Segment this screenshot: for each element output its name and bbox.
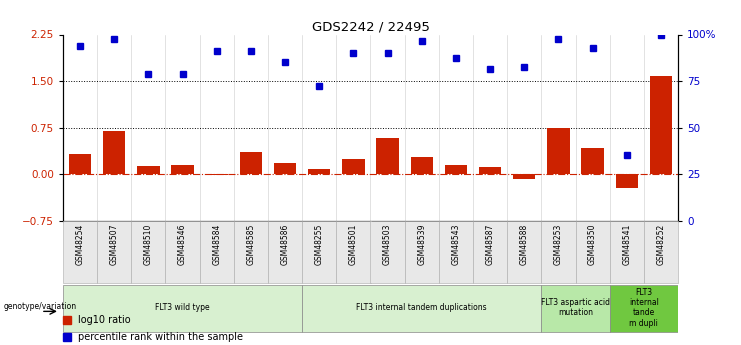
Bar <box>199 221 234 283</box>
Bar <box>103 131 125 174</box>
Bar <box>165 221 199 283</box>
Text: GSM48586: GSM48586 <box>281 224 290 265</box>
Bar <box>445 165 467 174</box>
Text: GSM48539: GSM48539 <box>417 224 426 265</box>
Text: GSM48541: GSM48541 <box>622 224 631 265</box>
Bar <box>268 221 302 283</box>
Bar <box>302 221 336 283</box>
Text: FLT3 wild type: FLT3 wild type <box>156 303 210 312</box>
Text: GSM48252: GSM48252 <box>657 224 665 265</box>
Bar <box>131 221 165 283</box>
Bar <box>137 166 159 174</box>
Bar <box>342 159 365 174</box>
Bar <box>582 148 604 174</box>
Bar <box>507 221 542 283</box>
Text: FLT3
internal
tande
m dupli: FLT3 internal tande m dupli <box>629 288 659 328</box>
Bar <box>610 286 678 332</box>
Bar <box>274 163 296 174</box>
Bar <box>63 221 97 283</box>
Bar <box>97 221 131 283</box>
Text: GSM48350: GSM48350 <box>588 224 597 265</box>
Title: GDS2242 / 22495: GDS2242 / 22495 <box>311 20 430 33</box>
Text: GSM48253: GSM48253 <box>554 224 563 265</box>
Bar <box>650 76 672 174</box>
Bar <box>370 221 405 283</box>
Bar <box>206 174 227 176</box>
Text: GSM48588: GSM48588 <box>519 224 529 265</box>
Bar <box>336 221 370 283</box>
Text: GSM48503: GSM48503 <box>383 224 392 265</box>
Bar <box>542 286 610 332</box>
Bar <box>69 154 91 174</box>
Bar <box>63 286 302 332</box>
Bar <box>302 286 542 332</box>
Text: GSM48507: GSM48507 <box>110 224 119 265</box>
Bar <box>240 152 262 174</box>
Text: GSM48255: GSM48255 <box>315 224 324 265</box>
Text: GSM48584: GSM48584 <box>212 224 222 265</box>
Bar <box>616 174 638 188</box>
Bar <box>234 221 268 283</box>
Text: GSM48585: GSM48585 <box>247 224 256 265</box>
Text: GSM48587: GSM48587 <box>485 224 494 265</box>
Bar <box>514 174 535 179</box>
Text: FLT3 internal tandem duplications: FLT3 internal tandem duplications <box>356 303 487 312</box>
Bar <box>548 128 570 174</box>
Text: GSM48510: GSM48510 <box>144 224 153 265</box>
Text: GSM48546: GSM48546 <box>178 224 187 265</box>
Bar <box>644 221 678 283</box>
Text: GSM48543: GSM48543 <box>451 224 460 265</box>
Bar <box>542 221 576 283</box>
Bar <box>376 138 399 174</box>
Bar <box>479 167 501 174</box>
Bar <box>308 169 330 174</box>
Bar <box>171 165 193 174</box>
Bar <box>576 221 610 283</box>
Text: percentile rank within the sample: percentile rank within the sample <box>78 333 243 342</box>
Text: GSM48254: GSM48254 <box>76 224 84 265</box>
Bar <box>439 221 473 283</box>
Bar <box>473 221 507 283</box>
Text: FLT3 aspartic acid
mutation: FLT3 aspartic acid mutation <box>541 298 610 317</box>
Bar <box>405 221 439 283</box>
Text: GSM48501: GSM48501 <box>349 224 358 265</box>
Bar <box>610 221 644 283</box>
Text: genotype/variation: genotype/variation <box>4 302 77 311</box>
Text: log10 ratio: log10 ratio <box>78 315 130 325</box>
Bar <box>411 157 433 174</box>
